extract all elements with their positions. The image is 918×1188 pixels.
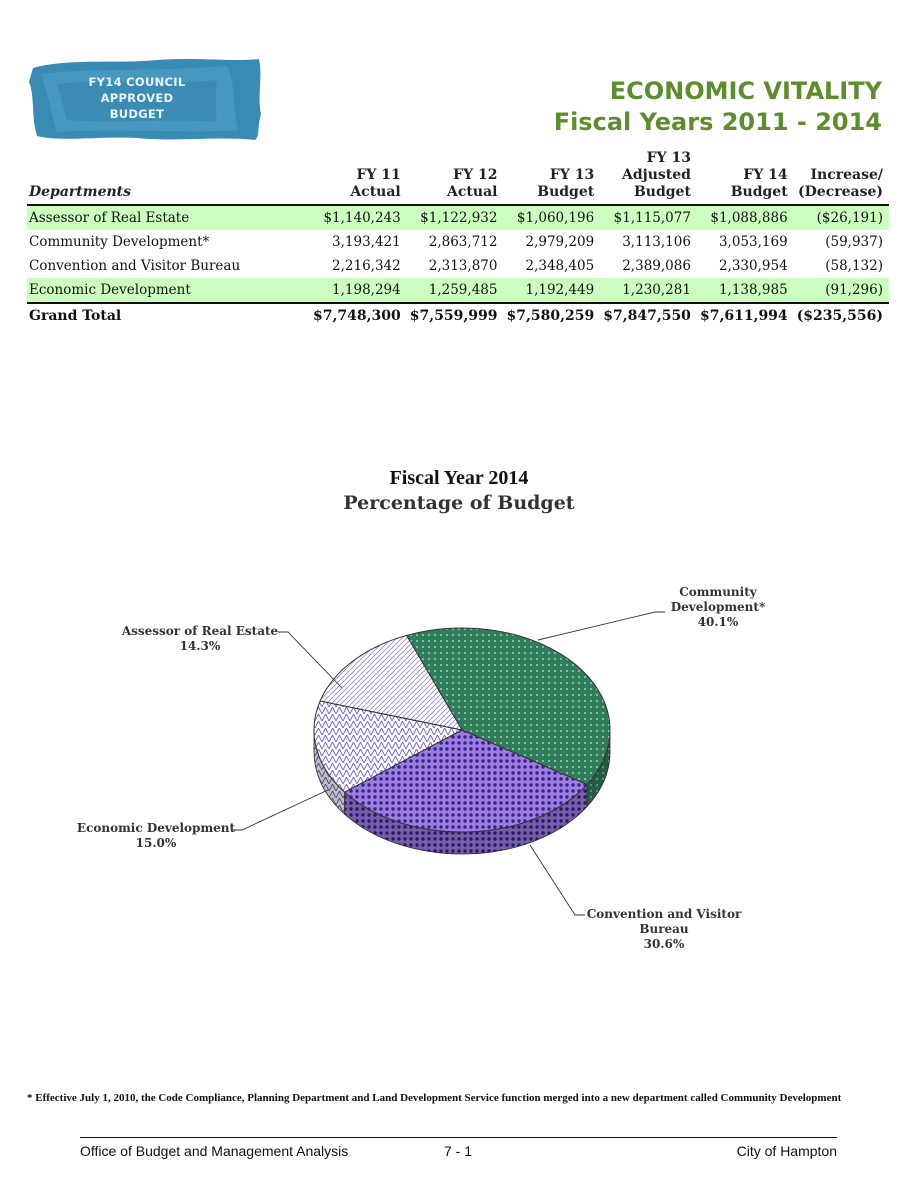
cell-fy11: 1,198,294 (310, 278, 407, 303)
grand-total-row: Grand Total $7,748,300 $7,559,999 $7,580… (27, 303, 889, 328)
leader-line-economic-development (232, 789, 329, 831)
total-label: Grand Total (29, 308, 122, 324)
cell-change: (91,296) (793, 278, 889, 303)
footnote: * Effective July 1, 2010, the Code Compl… (27, 1092, 842, 1104)
chart-subtitle: Percentage of Budget (343, 492, 575, 514)
leader-line-community-development (537, 611, 665, 641)
budget-pie-chart: Community Development* 40.1% Convention and… (77, 585, 766, 951)
pie-side-shade-convention-and-visitor-bureau (344, 784, 588, 854)
pie-label-community-development: Community Development* 40.1% (671, 585, 766, 629)
budget-badge (29, 59, 261, 140)
cell-fy14: 2,330,954 (718, 258, 788, 274)
page-title: ECONOMIC VITALITY Fiscal Years 2011 - 20… (554, 76, 882, 138)
pie-slice-convention-and-visitor-bureau (343, 729, 588, 833)
badge-line-3: BUDGET (109, 107, 165, 121)
header-departments: Departments (29, 184, 131, 200)
total-change: ($235,556) (796, 308, 883, 324)
row-department: Economic Development (27, 278, 310, 303)
header-change: Increase/(Decrease) (798, 167, 883, 200)
cell-fy13: $1,060,196 (503, 205, 601, 230)
cell-change: ($26,191) (793, 205, 889, 230)
cell-fy13: 1,192,449 (503, 278, 601, 303)
cell-fy14: 3,053,169 (718, 234, 788, 250)
total-fy14: $7,611,994 (699, 308, 788, 324)
row-department: Assessor of Real Estate (27, 205, 310, 230)
page-footer: Office of Budget and Management Analysis… (80, 1137, 837, 1159)
cell-fy14: 1,138,985 (696, 278, 794, 303)
cell-fy13-adjusted: 2,389,086 (622, 258, 691, 274)
pie-slice-economic-development (313, 700, 464, 793)
footer-page-number: 7 - 1 (444, 1143, 473, 1159)
table-row: Economic Development 1,198,294 1,259,485… (27, 278, 889, 303)
cell-fy13-adjusted: $1,115,077 (600, 205, 697, 230)
row-department: Convention and Visitor Bureau (29, 258, 241, 274)
budget-table: Departments FY 11 Actual FY 12 Actual FY 1… (27, 150, 889, 328)
cell-change: (58,132) (825, 258, 883, 274)
badge-text: FY14 COUNCIL APPROVED BUDGET (82, 74, 192, 122)
pie-slice-community-development (405, 627, 611, 786)
header-fy12: FY 12 Actual (447, 167, 498, 200)
table-row: Convention and Visitor Bureau 2,216,342 … (27, 254, 889, 278)
row-department: Community Development* (29, 234, 210, 250)
cell-fy13-adjusted: 3,113,106 (622, 234, 691, 250)
table-row: Community Development* 3,193,421 2,863,7… (27, 230, 889, 254)
pie-slice-assessor-of-real-estate (319, 634, 463, 731)
chart-title: Fiscal Year 2014 Percentage of Budget (0, 465, 918, 515)
cell-fy13: 2,979,209 (525, 234, 595, 250)
header-fy13-adjusted: FY 13 Adjusted Budget (621, 150, 691, 200)
header-fy11: FY 11 Actual (350, 167, 401, 200)
cell-fy11: $1,140,243 (310, 205, 407, 230)
cell-fy11: 3,193,421 (332, 234, 401, 250)
cell-fy12: 2,863,712 (428, 234, 498, 250)
total-fy11: $7,748,300 (313, 308, 401, 324)
cell-change: (59,937) (825, 234, 883, 250)
badge-line-2: APPROVED (100, 91, 174, 105)
leader-line-convention-and-visitor-bureau (529, 844, 585, 916)
total-fy13: $7,580,259 (506, 308, 595, 324)
header-fy13: FY 13 Budget (537, 167, 595, 200)
total-fy13-adjusted: $7,847,550 (603, 308, 691, 324)
page-title-line-2: Fiscal Years 2011 - 2014 (553, 108, 882, 136)
pie-label-assessor-of-real-estate: Assessor of Real Estate 14.3% (121, 624, 279, 653)
header-fy14: FY 14 Budget (730, 167, 788, 200)
cell-fy12: 1,259,485 (406, 278, 504, 303)
footer-city: City of Hampton (736, 1143, 837, 1159)
table-header-row: Departments FY 11 Actual FY 12 Actual FY 1… (27, 150, 889, 205)
pie-side-shade-community-development (587, 730, 610, 807)
leader-line-assessor-of-real-estate (278, 631, 343, 689)
pie-label-economic-development: Economic Development 15.0% (77, 821, 236, 850)
table-row: Assessor of Real Estate $1,140,243 $1,12… (27, 205, 889, 230)
cell-fy11: 2,216,342 (332, 258, 401, 274)
cell-fy12: $1,122,932 (406, 205, 504, 230)
page-title-line-1: ECONOMIC VITALITY (609, 77, 882, 105)
total-fy12: $7,559,999 (409, 308, 498, 324)
badge-line-1: FY14 COUNCIL (88, 75, 186, 89)
pie-side-shade-economic-development (314, 730, 345, 815)
cell-fy13: 2,348,405 (525, 258, 595, 274)
cell-fy12: 2,313,870 (428, 258, 498, 274)
footer-office: Office of Budget and Management Analysis (80, 1143, 349, 1159)
pie-label-convention-and-visitor-bureau: Convention and Visitor Bureau 30.6% (587, 907, 742, 951)
chart-title-line: Fiscal Year 2014 (389, 467, 529, 489)
cell-fy13-adjusted: 1,230,281 (600, 278, 697, 303)
cell-fy14: $1,088,886 (696, 205, 794, 230)
